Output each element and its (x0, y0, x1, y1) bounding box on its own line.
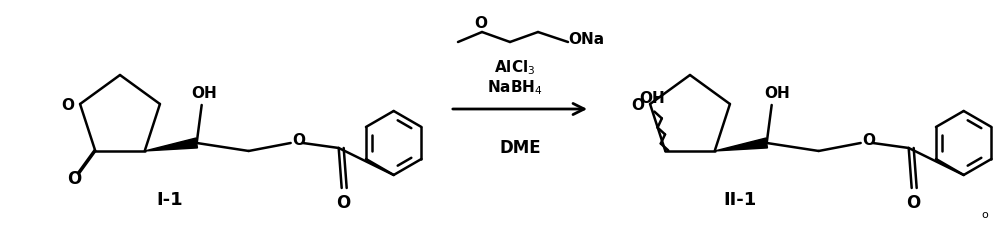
Text: OH: OH (764, 86, 790, 101)
Text: O: O (907, 193, 921, 211)
Text: OH: OH (639, 91, 665, 106)
Polygon shape (145, 138, 197, 151)
Text: I-1: I-1 (157, 190, 183, 208)
Text: DME: DME (499, 138, 541, 156)
Text: O: O (632, 97, 645, 112)
Text: O: O (292, 133, 305, 148)
Text: II-1: II-1 (723, 190, 757, 208)
Text: O: O (62, 97, 75, 112)
Text: NaBH$_4$: NaBH$_4$ (487, 78, 543, 97)
Text: O: O (475, 16, 488, 31)
Text: OH: OH (191, 86, 217, 101)
Polygon shape (715, 138, 767, 151)
Text: O: O (337, 193, 351, 211)
Text: o: o (982, 209, 988, 219)
Text: ONa: ONa (568, 31, 604, 46)
Text: AlCl$_3$: AlCl$_3$ (494, 58, 536, 77)
Text: O: O (68, 170, 82, 187)
Text: O: O (862, 133, 875, 148)
